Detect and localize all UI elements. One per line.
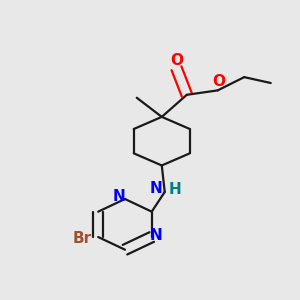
Text: N: N bbox=[150, 228, 163, 243]
Text: N: N bbox=[113, 189, 125, 204]
Text: H: H bbox=[169, 182, 182, 197]
Text: Br: Br bbox=[72, 231, 92, 246]
Text: O: O bbox=[213, 74, 226, 89]
Text: N: N bbox=[150, 181, 163, 196]
Text: O: O bbox=[170, 53, 183, 68]
